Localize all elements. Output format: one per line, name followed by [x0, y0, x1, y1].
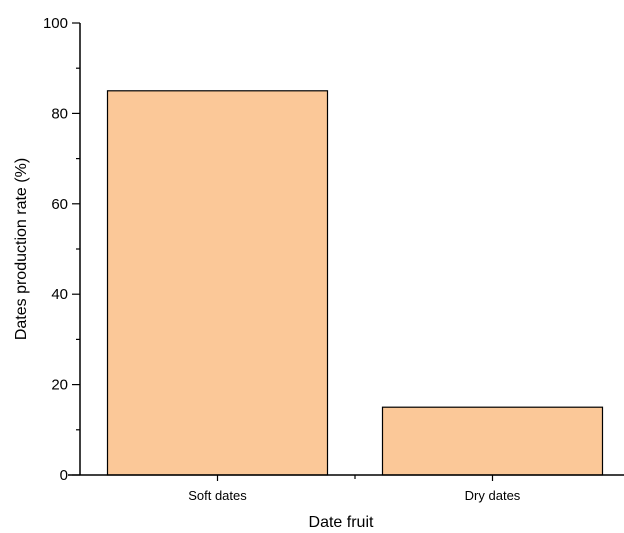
y-tick-label: 80 — [51, 105, 68, 122]
y-tick-label: 60 — [51, 196, 68, 213]
y-tick-label: 0 — [60, 467, 68, 484]
x-axis-title: Date fruit — [309, 514, 374, 531]
bar-dry-dates — [381, 406, 604, 476]
x-axis: Soft dates Dry dates — [68, 474, 624, 503]
y-tick-label: 100 — [43, 15, 68, 32]
x-tick-label: Dry dates — [465, 488, 521, 503]
x-tick-label: Soft dates — [188, 488, 247, 503]
y-axis: 0 20 40 60 80 100 — [43, 15, 81, 484]
y-tick-label: 20 — [51, 377, 68, 394]
y-axis-title: Dates production rate (%) — [13, 158, 30, 340]
bars-group — [106, 90, 604, 476]
bar-soft-dates — [106, 90, 329, 476]
y-tick-label: 40 — [51, 286, 68, 303]
